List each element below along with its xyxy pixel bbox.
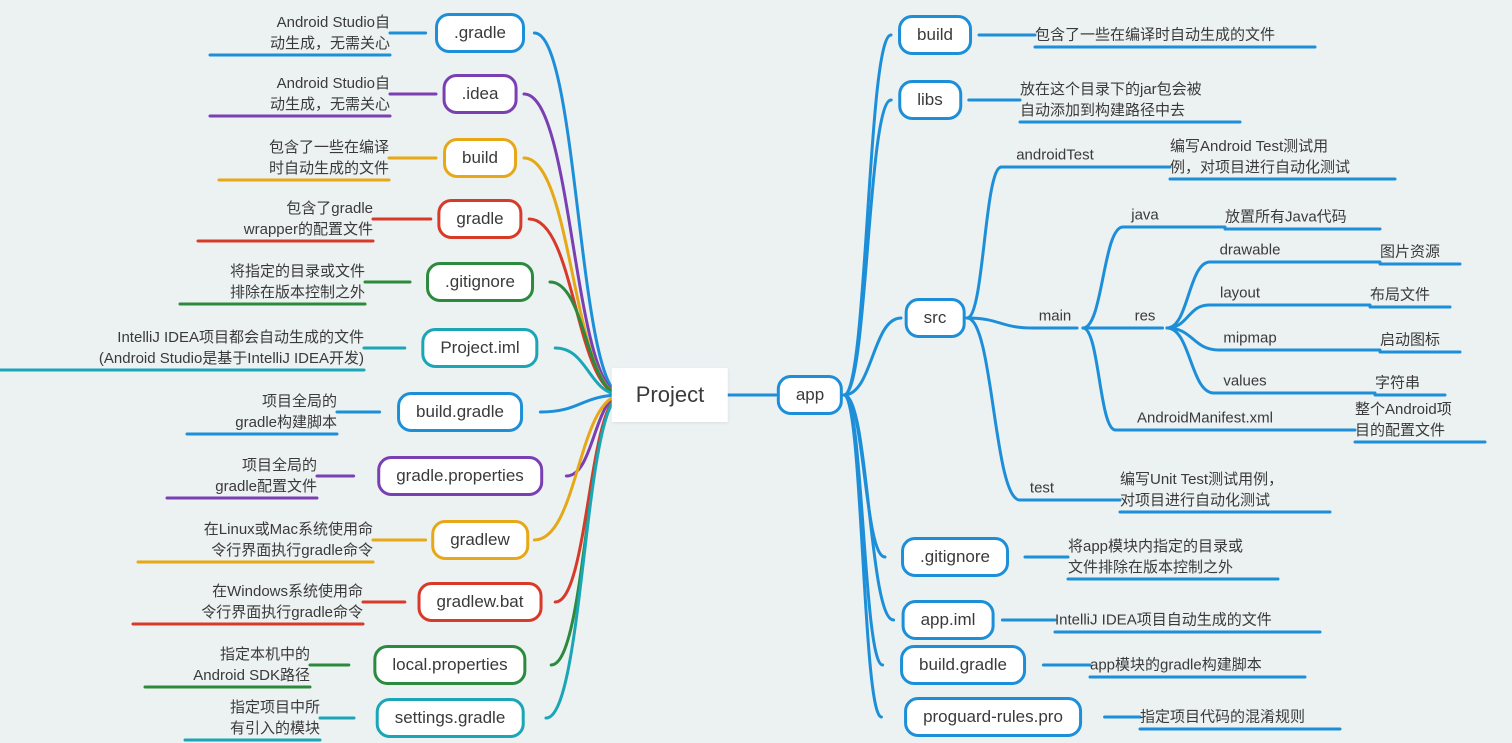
node-description: Android Studio自动生成，无需关心	[270, 73, 390, 115]
node-description: 将指定的目录或文件排除在版本控制之外	[230, 261, 365, 303]
mindmap-node: Project	[612, 368, 728, 422]
mindmap-node: build	[898, 15, 972, 55]
mindmap-node: settings.gradle	[376, 698, 525, 738]
mindmap-node: gradle.properties	[377, 456, 543, 496]
node-description: 启动图标	[1380, 330, 1440, 351]
mindmap-node: java	[1131, 204, 1159, 225]
node-description: 放置所有Java代码	[1225, 207, 1347, 228]
node-description: 编写Android Test测试用例，对项目进行自动化测试	[1170, 136, 1350, 178]
mindmap-node: gradlew	[431, 520, 529, 560]
mindmap-node: src	[905, 298, 966, 338]
node-description: IntelliJ IDEA项目自动生成的文件	[1055, 610, 1272, 631]
mindmap-node: gradlew.bat	[418, 582, 543, 622]
node-description: 在Windows系统使用命令行界面执行gradle命令	[201, 581, 363, 623]
node-description: app模块的gradle构建脚本	[1090, 655, 1262, 676]
mindmap-node: local.properties	[373, 645, 526, 685]
mindmap-node: androidTest	[1016, 144, 1094, 165]
node-description: 包含了gradlewrapper的配置文件	[244, 198, 373, 240]
mindmap-node: build.gradle	[397, 392, 523, 432]
mindmap-node: proguard-rules.pro	[904, 697, 1082, 737]
node-description: Android Studio自动生成，无需关心	[270, 12, 390, 54]
node-description: 图片资源	[1380, 242, 1440, 263]
mindmap-node: mipmap	[1223, 327, 1276, 348]
node-description: IntelliJ IDEA项目都会自动生成的文件(Android Studio是…	[99, 327, 364, 369]
node-description: 整个Android项目的配置文件	[1355, 399, 1452, 441]
mindmap-node: build.gradle	[900, 645, 1026, 685]
node-description: 字符串	[1375, 373, 1420, 394]
node-description: 指定项目代码的混淆规则	[1140, 707, 1305, 728]
node-description: 在Linux或Mac系统使用命令行界面执行gradle命令	[204, 519, 373, 561]
node-description: 项目全局的gradle构建脚本	[235, 391, 337, 433]
node-description: 编写Unit Test测试用例，对项目进行自动化测试	[1120, 469, 1283, 511]
mindmap-node: main	[1039, 305, 1072, 326]
mindmap-node: build	[443, 138, 517, 178]
mindmap-node: app	[777, 375, 843, 415]
mindmap-node: app.iml	[902, 600, 995, 640]
node-description: 布局文件	[1370, 285, 1430, 306]
mindmap-node: .gitignore	[901, 537, 1009, 577]
mindmap-node: libs	[898, 80, 962, 120]
node-description: 放在这个目录下的jar包会被自动添加到构建路径中去	[1020, 79, 1202, 121]
mindmap-node: test	[1030, 477, 1054, 498]
mindmap-node: .gradle	[435, 13, 525, 53]
mindmap-node: .gitignore	[426, 262, 534, 302]
mindmap-node: drawable	[1220, 239, 1281, 260]
mindmap-node: values	[1223, 370, 1266, 391]
node-description: 包含了一些在编译时自动生成的文件	[1035, 25, 1275, 46]
node-description: 将app模块内指定的目录或文件排除在版本控制之外	[1068, 536, 1243, 578]
mindmap-node: .idea	[443, 74, 518, 114]
mindmap-node: layout	[1220, 282, 1260, 303]
mindmap-node: gradle	[437, 199, 522, 239]
node-description: 指定项目中所有引入的模块	[230, 697, 320, 739]
mindmap-node: Project.iml	[421, 328, 538, 368]
mindmap-node: res	[1135, 305, 1156, 326]
node-description: 指定本机中的Android SDK路径	[193, 644, 310, 686]
node-description: 项目全局的gradle配置文件	[215, 455, 317, 497]
node-description: 包含了一些在编译时自动生成的文件	[269, 137, 389, 179]
mindmap-node: AndroidManifest.xml	[1137, 407, 1273, 428]
